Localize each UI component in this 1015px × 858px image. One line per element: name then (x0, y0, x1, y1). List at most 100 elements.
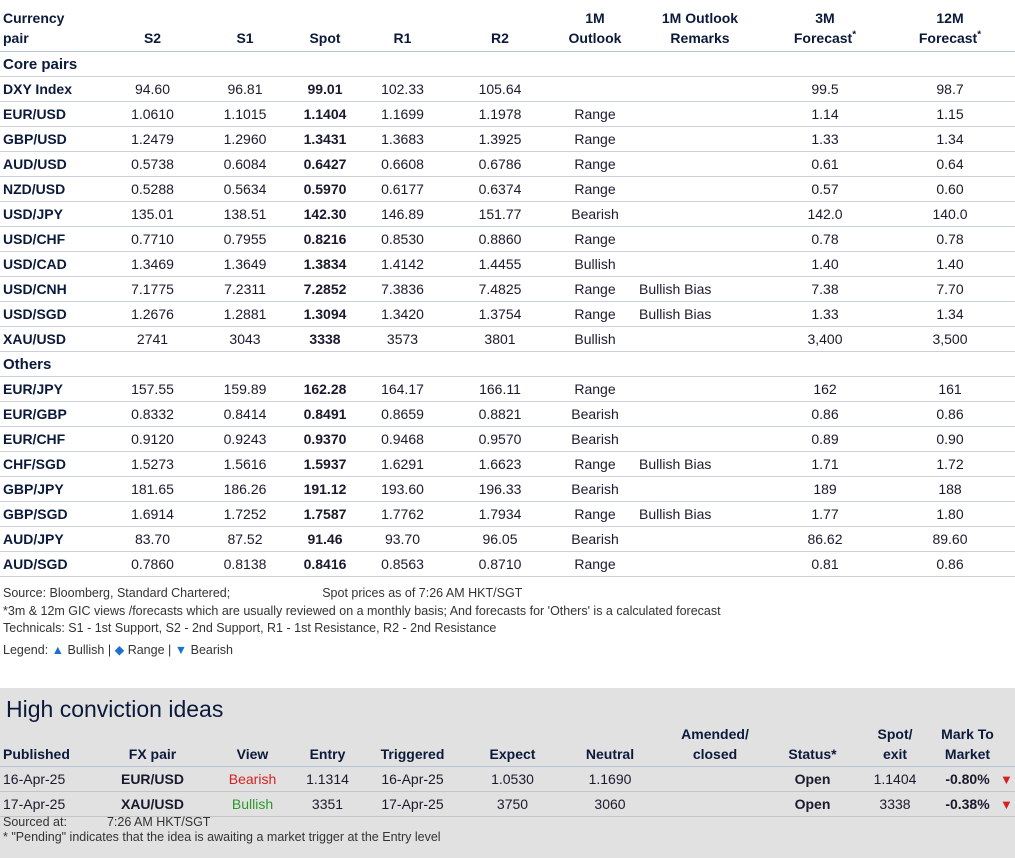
outlook-cell: Bearish (555, 202, 635, 227)
triangle-up-icon: ▲ (52, 643, 64, 657)
forecast-3m-cell: 1.33 (765, 127, 885, 152)
remarks-cell: Bullish Bias (635, 502, 765, 527)
status-cell: Open (770, 792, 855, 817)
forecast-12m-cell: 1.34 (885, 127, 1015, 152)
s1-cell: 138.51 (200, 202, 290, 227)
fx-forecast-table: Currency pair S2 S1 Spot R1 R2 1M Outlook … (0, 0, 1015, 577)
r1-cell: 0.8563 (360, 552, 445, 577)
down-arrow-icon: ▼ (1000, 767, 1015, 792)
s2-cell: 1.0610 (105, 102, 200, 127)
outlook-cell: Range (555, 502, 635, 527)
section-title: Others (0, 352, 1015, 377)
remarks-cell (635, 402, 765, 427)
forecast-12m-cell: 3,500 (885, 327, 1015, 352)
r2-cell: 0.6786 (445, 152, 555, 177)
remarks-cell (635, 527, 765, 552)
header-12m-forecast: 12M Forecast* (885, 0, 1015, 52)
pair-cell: USD/CNH (0, 277, 105, 302)
spot-cell: 1.3834 (290, 252, 360, 277)
published-cell: 16-Apr-25 (0, 767, 95, 792)
spot-cell: 0.8491 (290, 402, 360, 427)
table-row: EUR/JPY 157.55 159.89 162.28 164.17 166.11 Ran… (0, 377, 1015, 402)
remarks-cell (635, 102, 765, 127)
fx-pair-cell: EUR/USD (95, 767, 210, 792)
source-line: Source: Bloomberg, Standard Chartered; Sp… (3, 585, 1003, 603)
r2-cell: 3801 (445, 327, 555, 352)
outlook-cell: Range (555, 177, 635, 202)
r2-cell: 0.8821 (445, 402, 555, 427)
legend-range: Range (128, 643, 165, 657)
table-row: AUD/USD 0.5738 0.6084 0.6427 0.6608 0.6786 Ran… (0, 152, 1015, 177)
forecast-12m-cell: 0.86 (885, 552, 1015, 577)
r1-cell: 93.70 (360, 527, 445, 552)
table-row: USD/JPY 135.01 138.51 142.30 146.89 151.77 Bea… (0, 202, 1015, 227)
table-row: XAU/USD 2741 3043 3338 3573 3801 Bullish 3,400 3… (0, 327, 1015, 352)
s2-cell: 181.65 (105, 477, 200, 502)
outlook-cell: Bullish (555, 327, 635, 352)
r1-cell: 102.33 (360, 77, 445, 102)
r1-cell: 1.4142 (360, 252, 445, 277)
spot-cell: 0.6427 (290, 152, 360, 177)
r1-cell: 0.8530 (360, 227, 445, 252)
spot-exit-cell: 1.1404 (855, 767, 935, 792)
r1-cell: 193.60 (360, 477, 445, 502)
pending-note: * "Pending" indicates that the idea is a… (3, 830, 441, 845)
header-spot: Spot (290, 0, 360, 52)
outlook-cell (555, 77, 635, 102)
forecast-3m-cell: 1.40 (765, 252, 885, 277)
hci-header-published: Published (0, 724, 95, 767)
forecast-12m-cell: 0.78 (885, 227, 1015, 252)
forecast-3m-cell: 99.5 (765, 77, 885, 102)
legend-bullish: Bullish (68, 643, 105, 657)
table-notes: Source: Bloomberg, Standard Chartered; Sp… (3, 585, 1003, 659)
forecast-12m-cell: 188 (885, 477, 1015, 502)
outlook-cell: Bearish (555, 402, 635, 427)
source-text: Source: Bloomberg, Standard Chartered; (3, 586, 230, 600)
r2-cell: 166.11 (445, 377, 555, 402)
r2-cell: 1.1978 (445, 102, 555, 127)
r2-cell: 1.3925 (445, 127, 555, 152)
hci-header-view: View (210, 724, 295, 767)
legend-separator: | (168, 643, 171, 657)
s1-cell: 1.2960 (200, 127, 290, 152)
forecast-12m-cell: 140.0 (885, 202, 1015, 227)
s1-cell: 0.9243 (200, 427, 290, 452)
remarks-cell (635, 152, 765, 177)
outlook-cell: Range (555, 452, 635, 477)
status-cell: Open (770, 767, 855, 792)
outlook-cell: Range (555, 152, 635, 177)
table-row: EUR/USD 1.0610 1.1015 1.1404 1.1699 1.1978 Ran… (0, 102, 1015, 127)
forecast-3m-cell: 1.77 (765, 502, 885, 527)
s2-cell: 0.5288 (105, 177, 200, 202)
triangle-down-icon: ▼ (175, 643, 187, 657)
s2-cell: 7.1775 (105, 277, 200, 302)
forecast-3m-cell: 0.89 (765, 427, 885, 452)
remarks-cell (635, 252, 765, 277)
s1-cell: 0.5634 (200, 177, 290, 202)
hci-header-spot-exit: Spot/exit (855, 724, 935, 767)
spot-cell: 1.7587 (290, 502, 360, 527)
high-conviction-ideas-panel: High conviction ideas Published FX pair … (0, 688, 1015, 858)
outlook-cell: Range (555, 277, 635, 302)
r2-cell: 0.9570 (445, 427, 555, 452)
outlook-cell: Bearish (555, 477, 635, 502)
hci-row: 17-Apr-25 XAU/USD Bullish 3351 17-Apr-25 3750… (0, 792, 1015, 817)
forecast-3m-cell: 0.57 (765, 177, 885, 202)
s2-cell: 135.01 (105, 202, 200, 227)
pair-cell: USD/CAD (0, 252, 105, 277)
table-row: USD/CNH 7.1775 7.2311 7.2852 7.3836 7.4825 Ran… (0, 277, 1015, 302)
s2-cell: 1.2676 (105, 302, 200, 327)
table-row: GBP/USD 1.2479 1.2960 1.3431 1.3683 1.3925 Ran… (0, 127, 1015, 152)
spot-cell: 191.12 (290, 477, 360, 502)
outlook-cell: Range (555, 302, 635, 327)
hci-header-triggered: Triggered (360, 724, 465, 767)
table-row: EUR/GBP 0.8332 0.8414 0.8491 0.8659 0.8821 Bea… (0, 402, 1015, 427)
r2-cell: 1.6623 (445, 452, 555, 477)
r1-cell: 0.9468 (360, 427, 445, 452)
forecast-12m-cell: 161 (885, 377, 1015, 402)
s2-cell: 1.2479 (105, 127, 200, 152)
r2-cell: 196.33 (445, 477, 555, 502)
table-row: USD/CHF 0.7710 0.7955 0.8216 0.8530 0.8860 Ran… (0, 227, 1015, 252)
outlook-cell: Bearish (555, 527, 635, 552)
table-row: GBP/SGD 1.6914 1.7252 1.7587 1.7762 1.7934 Ran… (0, 502, 1015, 527)
